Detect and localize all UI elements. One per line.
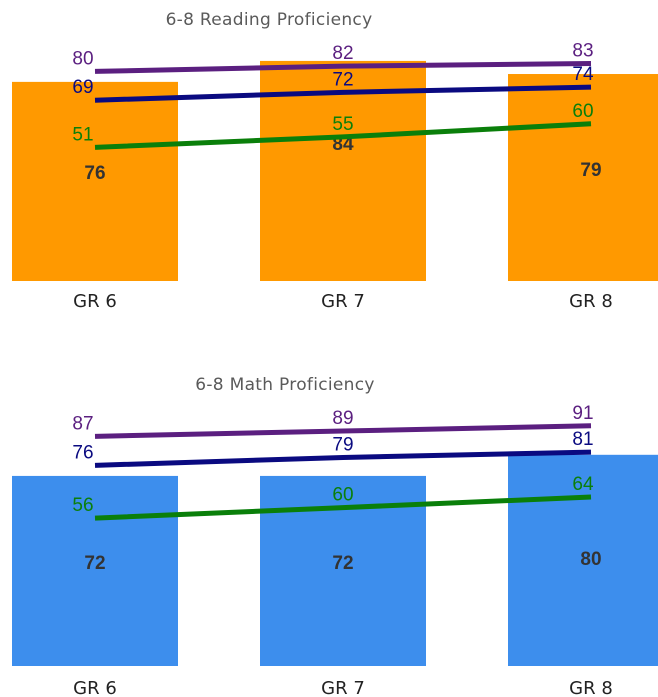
data-point-label: 60	[572, 101, 593, 122]
data-point-label: 81	[572, 429, 593, 450]
bar-value-label: 72	[332, 553, 353, 574]
bar-value-label: 79	[580, 160, 601, 181]
bar-value-label: 72	[84, 553, 105, 574]
series-line	[94, 423, 592, 439]
data-point-label: 89	[332, 408, 353, 429]
bar-value-label: 76	[84, 163, 105, 184]
data-point-label: 83	[572, 41, 593, 62]
data-point-label: 56	[72, 495, 93, 516]
series-line	[94, 121, 592, 150]
series-line	[94, 494, 592, 521]
bar	[508, 74, 658, 282]
category-label: GR 6	[73, 678, 117, 697]
category-label: GR 8	[569, 678, 613, 697]
math-chart-svg: 6-8 Math Proficiency 72 72 80 GR 6 GR 7 GR 8 8…	[12, 375, 658, 697]
bar-value-label: 80	[580, 549, 601, 570]
series-line	[94, 61, 592, 74]
category-label: GR 7	[321, 291, 365, 312]
data-point-label: 80	[72, 48, 93, 69]
data-point-label: 79	[332, 434, 353, 455]
bar	[12, 81, 178, 281]
data-point-label: 87	[72, 413, 93, 434]
data-point-label: 55	[332, 114, 353, 135]
reading-proficiency-chart: 6-8 Reading Proficiency 76 84 79 GR 6 GR 7 GR…	[0, 0, 658, 330]
data-point-label: 51	[72, 124, 93, 145]
series-line	[94, 449, 592, 468]
data-point-label: 69	[72, 77, 93, 98]
bar	[12, 475, 178, 666]
math-proficiency-chart: 6-8 Math Proficiency 72 72 80 GR 6 GR 7 GR 8 8…	[0, 365, 658, 697]
chart-title: 6-8 Reading Proficiency	[166, 10, 373, 30]
bar	[508, 454, 658, 666]
data-point-label: 64	[572, 474, 594, 495]
data-point-label: 74	[572, 64, 594, 85]
series-line	[94, 84, 592, 103]
chart-title: 6-8 Math Proficiency	[195, 375, 375, 395]
data-point-label: 72	[332, 69, 353, 90]
data-point-label: 60	[332, 485, 353, 506]
category-label: GR 6	[73, 291, 117, 312]
bar	[260, 60, 426, 281]
data-point-label: 76	[72, 442, 93, 463]
data-point-label: 91	[572, 403, 593, 424]
category-label: GR 7	[321, 678, 365, 697]
category-label: GR 8	[569, 291, 613, 312]
data-point-label: 82	[332, 43, 353, 64]
